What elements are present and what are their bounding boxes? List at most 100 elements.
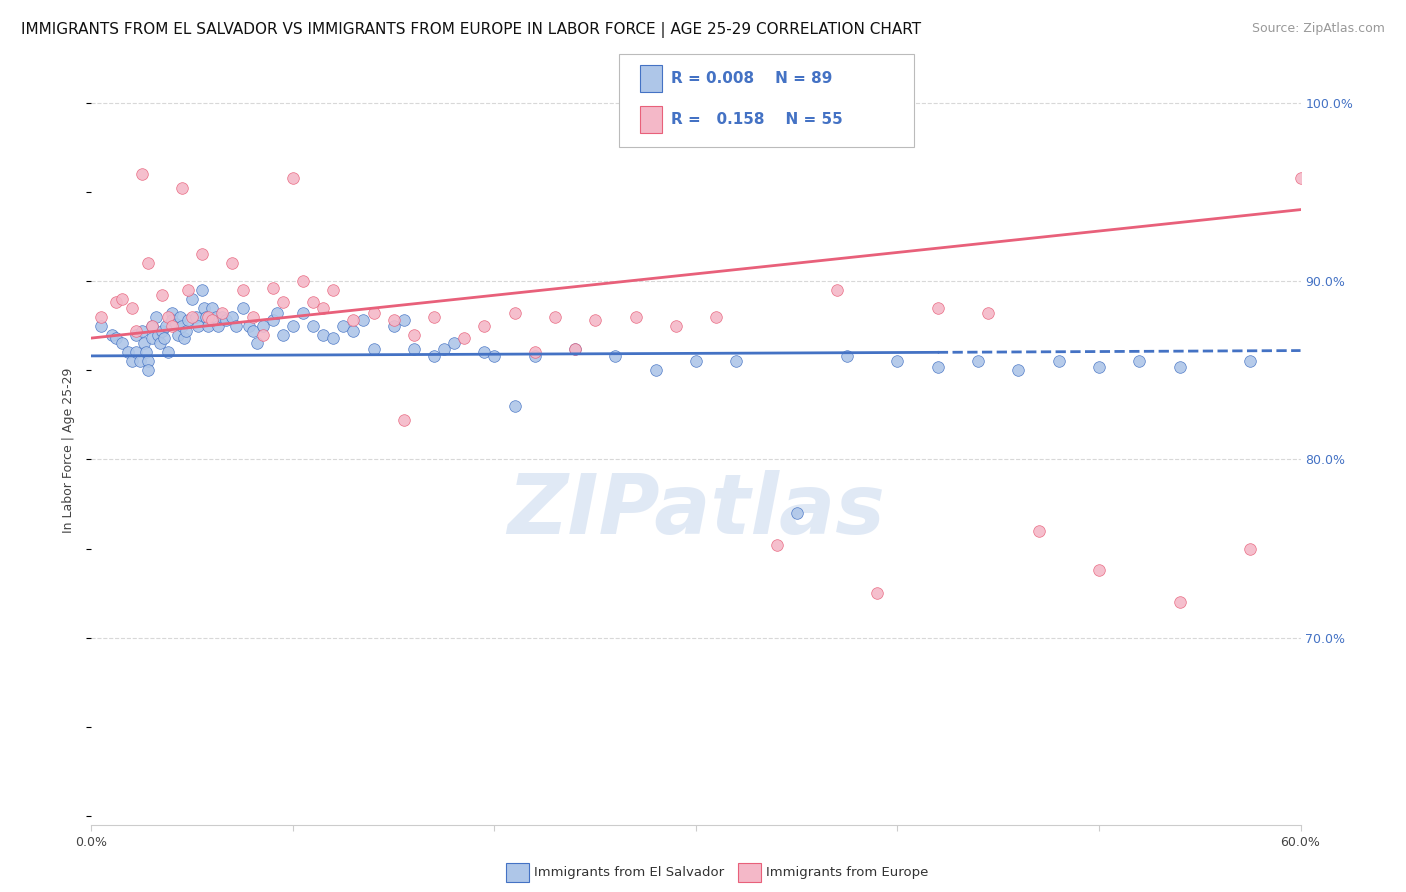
Point	[825, 283, 848, 297]
Point	[1168, 359, 1191, 374]
Point	[453, 331, 475, 345]
Point	[392, 313, 415, 327]
Point	[1168, 595, 1191, 609]
Point	[927, 301, 949, 315]
Point	[443, 336, 465, 351]
Point	[211, 310, 233, 324]
Point	[423, 349, 446, 363]
Point	[136, 256, 159, 270]
Point	[160, 306, 183, 320]
Point	[271, 295, 294, 310]
Point	[322, 283, 344, 297]
Point	[363, 342, 385, 356]
Point	[121, 354, 143, 368]
Point	[135, 345, 157, 359]
Point	[191, 247, 214, 261]
Point	[685, 354, 707, 368]
Point	[1047, 354, 1070, 368]
Point	[312, 327, 335, 342]
Point	[172, 181, 194, 195]
Point	[382, 313, 405, 327]
Point	[1239, 354, 1261, 368]
Point	[125, 327, 148, 342]
Point	[146, 327, 169, 342]
Point	[786, 506, 808, 520]
Point	[266, 306, 288, 320]
Point	[503, 399, 526, 413]
Point	[342, 313, 364, 327]
Point	[100, 327, 122, 342]
Point	[132, 336, 155, 351]
Text: ZIPatlas: ZIPatlas	[508, 470, 884, 551]
Point	[167, 327, 190, 342]
Point	[423, 310, 446, 324]
Point	[1028, 524, 1050, 538]
Text: IMMIGRANTS FROM EL SALVADOR VS IMMIGRANTS FROM EUROPE IN LABOR FORCE | AGE 25-29: IMMIGRANTS FROM EL SALVADOR VS IMMIGRANT…	[21, 22, 921, 38]
Point	[765, 538, 787, 552]
Point	[173, 331, 195, 345]
Point	[187, 318, 209, 333]
Point	[605, 349, 627, 363]
Point	[201, 313, 224, 327]
Point	[160, 313, 183, 327]
Point	[523, 349, 546, 363]
Point	[402, 342, 425, 356]
Point	[181, 292, 204, 306]
Point	[564, 342, 586, 356]
Text: R = 0.008    N = 89: R = 0.008 N = 89	[671, 71, 832, 86]
Point	[352, 313, 374, 327]
Point	[322, 331, 344, 345]
Point	[150, 324, 173, 338]
Point	[252, 318, 274, 333]
Point	[292, 306, 315, 320]
Point	[172, 318, 194, 333]
Point	[111, 336, 132, 351]
Point	[136, 363, 159, 377]
Point	[225, 318, 247, 333]
Point	[866, 586, 889, 600]
Point	[104, 331, 127, 345]
Point	[382, 318, 405, 333]
Point	[207, 318, 229, 333]
Text: Immigrants from Europe: Immigrants from Europe	[766, 866, 928, 879]
Point	[644, 363, 666, 377]
Point	[197, 310, 219, 324]
Point	[242, 324, 264, 338]
Point	[1088, 359, 1111, 374]
Point	[156, 345, 179, 359]
Point	[117, 345, 139, 359]
Point	[153, 331, 176, 345]
Point	[136, 354, 159, 368]
Text: Source: ZipAtlas.com: Source: ZipAtlas.com	[1251, 22, 1385, 36]
Point	[205, 310, 228, 324]
Point	[523, 345, 546, 359]
Point	[544, 310, 567, 324]
Point	[262, 281, 284, 295]
Point	[704, 310, 727, 324]
Point	[1128, 354, 1150, 368]
Point	[302, 295, 325, 310]
Point	[150, 288, 173, 302]
Point	[155, 318, 177, 333]
Point	[191, 283, 214, 297]
Point	[583, 313, 606, 327]
Point	[125, 345, 148, 359]
Point	[312, 301, 335, 315]
Point	[281, 170, 304, 185]
Point	[1088, 563, 1111, 577]
Point	[201, 301, 224, 315]
Point	[472, 345, 495, 359]
Point	[221, 310, 243, 324]
Point	[156, 310, 179, 324]
Point	[1239, 541, 1261, 556]
Point	[433, 342, 456, 356]
Point	[195, 310, 218, 324]
Point	[967, 354, 990, 368]
Point	[215, 313, 238, 327]
Text: R =   0.158    N = 55: R = 0.158 N = 55	[671, 112, 842, 127]
Point	[402, 327, 425, 342]
Point	[104, 295, 127, 310]
Point	[128, 354, 150, 368]
Point	[886, 354, 908, 368]
Point	[174, 324, 197, 338]
